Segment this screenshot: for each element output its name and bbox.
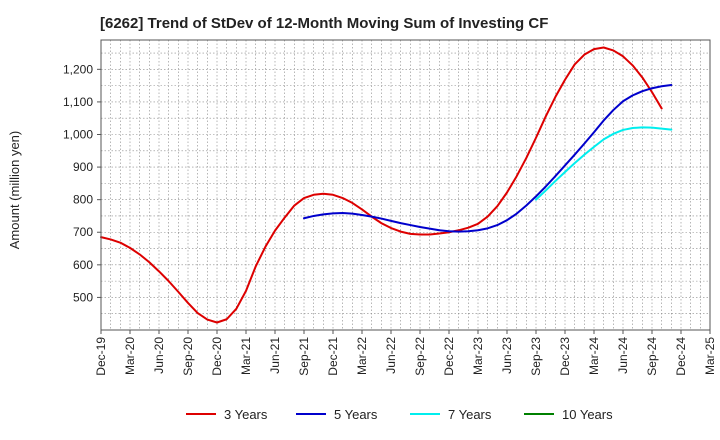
x-tick-label: Dec-19 <box>94 337 108 376</box>
series-line-7-years <box>535 126 673 201</box>
series-group <box>100 46 673 324</box>
y-tick-label: 700 <box>73 225 93 239</box>
x-tick-label: Sep-24 <box>645 337 659 376</box>
y-tick-label: 600 <box>73 258 93 272</box>
x-tick-label: Jun-23 <box>500 337 514 374</box>
series-line-3-years <box>100 46 663 324</box>
y-tick-label: 1,200 <box>63 62 93 76</box>
x-tick-label: Mar-25 <box>703 337 717 375</box>
series-line-5-years <box>303 83 673 233</box>
legend: 3 Years 5 Years 7 Years 10 Years <box>186 407 613 422</box>
chart-title: [6262] Trend of StDev of 12-Month Moving… <box>100 15 548 32</box>
y-tick-label: 800 <box>73 193 93 207</box>
legend-label-7-years: 7 Years <box>448 407 492 422</box>
x-tick-label: Sep-20 <box>181 337 195 376</box>
x-tick-label: Dec-20 <box>210 337 224 376</box>
x-tick-labels: Dec-19 Mar-20 Jun-20 Sep-20 Dec-20 Mar-21 Jun-… <box>94 337 717 376</box>
x-tick-label: Mar-22 <box>355 337 369 375</box>
x-tick-label: Dec-23 <box>558 337 572 376</box>
legend-label-5-years: 5 Years <box>334 407 378 422</box>
x-tick-label: Mar-21 <box>239 337 253 375</box>
x-tick-label: Mar-23 <box>471 337 485 375</box>
y-tick-label: 1,000 <box>63 127 93 141</box>
x-tick-label: Sep-22 <box>413 337 427 376</box>
x-tick-label: Sep-23 <box>529 337 543 376</box>
y-axis-label: Amount (million yen) <box>7 131 22 250</box>
legend-label-10-years: 10 Years <box>562 407 613 422</box>
x-tick-label: Jun-24 <box>616 337 630 374</box>
axes <box>97 39 711 334</box>
plot-background <box>101 40 710 330</box>
y-tick-label: 500 <box>73 290 93 304</box>
x-tick-label: Dec-22 <box>442 337 456 376</box>
y-tick-label: 900 <box>73 160 93 174</box>
x-tick-label: Jun-22 <box>384 337 398 374</box>
x-tick-label: Sep-21 <box>297 337 311 376</box>
x-tick-label: Dec-21 <box>326 337 340 376</box>
plot-area <box>101 40 710 330</box>
plot-frame <box>100 39 711 331</box>
y-tick-label: 1,100 <box>63 95 93 109</box>
x-tick-label: Mar-24 <box>587 337 601 375</box>
x-tick-label: Mar-20 <box>123 337 137 375</box>
y-tick-labels: 500 600 700 800 900 1,000 1,100 1,200 <box>63 62 93 304</box>
x-tick-label: Dec-24 <box>674 337 688 376</box>
x-tick-label: Jun-20 <box>152 337 166 374</box>
legend-label-3-years: 3 Years <box>224 407 268 422</box>
x-tick-label: Jun-21 <box>268 337 282 374</box>
